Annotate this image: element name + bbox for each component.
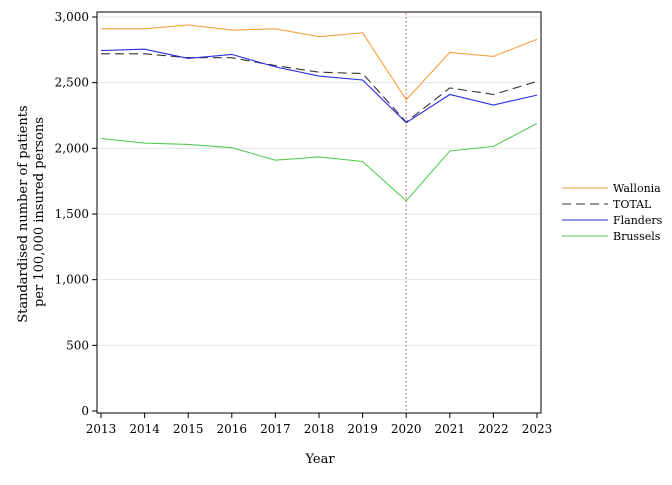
legend: Wallonia TOTAL Flanders Brussels — [562, 182, 663, 243]
x-tick-label: 2021 — [435, 422, 466, 436]
series-group — [100, 24, 538, 202]
y-tick-label: 2,000 — [55, 141, 89, 155]
series-line-wallonia — [101, 24, 538, 101]
y-axis-title-line-1: Standardised number of patients — [16, 105, 31, 322]
legend-item-wallonia: Wallonia — [562, 182, 661, 195]
y-axis-title-line-2: per 100,000 insured persons — [32, 117, 47, 307]
x-tick-label: 2020 — [391, 422, 422, 436]
series-line-total — [101, 53, 538, 123]
x-tick-label: 2018 — [304, 422, 335, 436]
y-axis-title: Standardised number of patients per 100,… — [16, 101, 47, 323]
x-axis-title: Year — [304, 452, 335, 467]
y-tick-label: 2,500 — [55, 76, 89, 90]
gridlines — [98, 16, 540, 346]
legend-label: Wallonia — [613, 182, 661, 195]
x-tick-label: 2016 — [217, 422, 248, 436]
plot-frame — [96, 11, 542, 414]
y-tick-label: 3,000 — [55, 10, 89, 24]
y-tick-label: 500 — [66, 338, 89, 352]
legend-item-total: TOTAL — [562, 198, 652, 211]
x-tick-label: 2013 — [86, 422, 117, 436]
x-tick-label: 2014 — [129, 422, 160, 436]
series-line-brussels — [100, 122, 538, 202]
x-axis: 2013 2014 2015 2016 2017 2018 2019 2020 2021 2022… — [86, 413, 553, 436]
legend-item-flanders: Flanders — [562, 214, 663, 227]
x-tick-label: 2023 — [522, 422, 553, 436]
y-axis: 0 500 1,000 1,500 2,000 2,500 3,000 — [55, 10, 97, 418]
legend-label: Brussels — [613, 230, 661, 243]
legend-item-brussels: Brussels — [562, 230, 661, 243]
x-tick-label: 2017 — [260, 422, 291, 436]
y-tick-label: 1,500 — [55, 207, 89, 221]
x-tick-label: 2019 — [347, 422, 378, 436]
legend-label: TOTAL — [613, 198, 652, 211]
x-tick-label: 2022 — [478, 422, 509, 436]
legend-label: Flanders — [613, 214, 663, 227]
x-tick-label: 2015 — [173, 422, 204, 436]
series-line-flanders — [100, 48, 538, 124]
y-tick-label: 0 — [81, 404, 89, 418]
y-tick-label: 1,000 — [55, 273, 89, 287]
